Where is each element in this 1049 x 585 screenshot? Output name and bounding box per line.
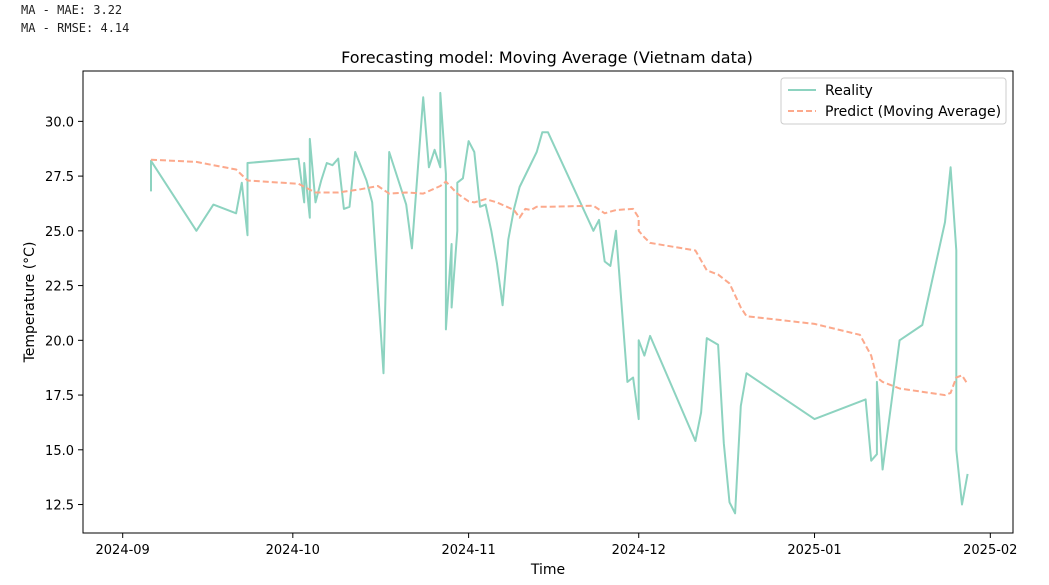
series-line-reality <box>150 91 969 515</box>
legend-label-predict: Predict (Moving Average) <box>825 104 1001 120</box>
series-line-predict <box>150 158 969 397</box>
y-tick-label: 15.0 <box>45 444 74 459</box>
y-tick-label: 17.5 <box>45 389 74 404</box>
plot-frame <box>82 70 1014 534</box>
legend: Reality Predict (Moving Average) <box>780 77 1007 125</box>
rmse-metric: MA - RMSE: 4.14 <box>21 20 130 35</box>
chart-title: Forecasting model: Moving Average (Vietn… <box>341 48 753 67</box>
legend-box <box>780 77 1007 125</box>
x-tick-label: 2024-11 <box>441 543 495 558</box>
x-tick-label: 2024-10 <box>266 543 320 558</box>
y-tick-label: 22.5 <box>45 280 74 295</box>
metrics-block: MA - MAE: 3.22 MA - RMSE: 4.14 <box>21 2 129 37</box>
x-axis: 2024-09 2024-10 2024-11 2024-12 2025-01 2025-… <box>96 533 1017 558</box>
x-tick-label: 2025-01 <box>787 543 841 558</box>
y-tick-label: 12.5 <box>45 499 74 514</box>
legend-label-reality: Reality <box>825 83 873 99</box>
x-axis-label: Time <box>530 562 565 578</box>
y-tick-label: 30.0 <box>45 115 74 130</box>
y-tick-label: 20.0 <box>45 334 74 349</box>
x-tick-label: 2024-09 <box>96 543 150 558</box>
y-axis: 12.5 15.0 17.5 20.0 22.5 25.0 27.5 30.0 <box>45 115 83 514</box>
y-tick-label: 27.5 <box>45 170 74 185</box>
mae-metric: MA - MAE: 3.22 <box>21 3 123 17</box>
x-tick-label: 2025-02 <box>963 543 1017 558</box>
plot-area <box>150 91 969 515</box>
y-axis-label: Temperature (°C) <box>22 242 38 364</box>
x-tick-label: 2024-12 <box>612 543 666 558</box>
y-tick-label: 25.0 <box>45 225 74 240</box>
